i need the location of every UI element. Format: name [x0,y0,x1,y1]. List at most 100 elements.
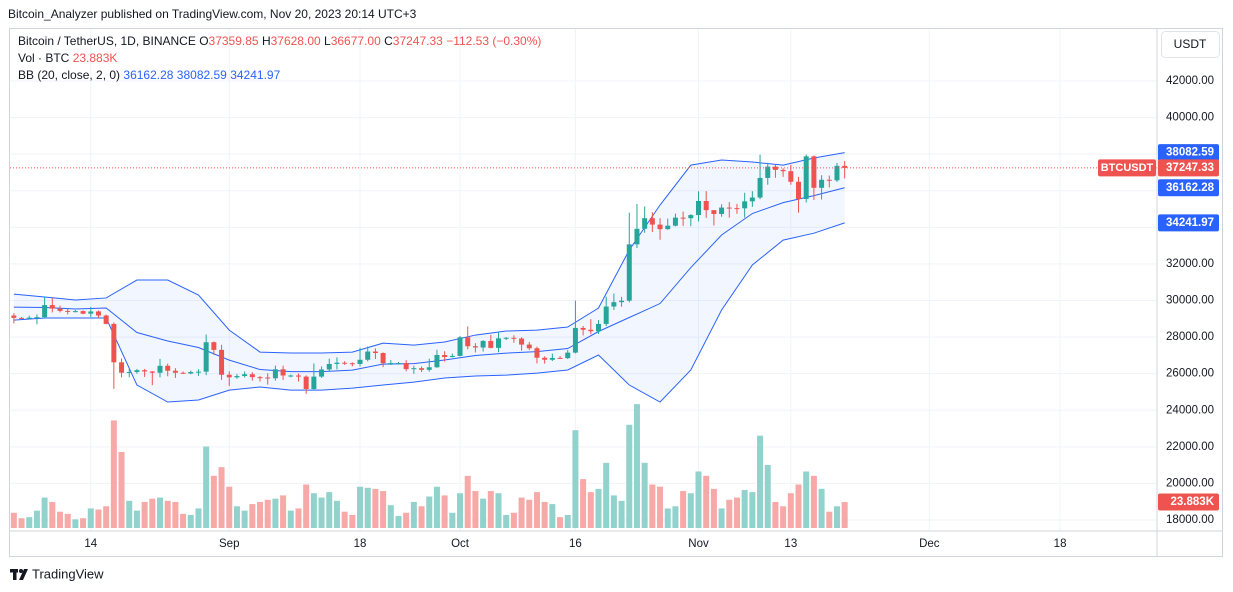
volume-bar [726,499,733,528]
volume-bar [487,491,494,528]
legend-bb-name: BB (20, close, 2, 0) [18,68,120,82]
candle-body [526,344,532,349]
legend-bb-basis: 36162.28 [123,68,173,82]
candle-body [434,355,440,368]
y-tick-label: 32000.00 [1166,258,1214,270]
candle-body [780,169,786,172]
candle-body [226,374,232,378]
y-tick-label: 26000.00 [1166,368,1214,380]
legend-line: BB (20, close, 2, 0) 36162.28 38082.59 3… [18,68,281,82]
y-tick-label: 30000.00 [1166,295,1214,307]
candle-body [26,317,32,319]
candle-body [511,337,517,339]
candle-body [365,351,371,360]
volume-bar [449,512,456,528]
volume-bar [110,420,117,528]
legend-line: Vol · BTC 23.883K [18,51,117,65]
volume-bar [33,510,40,528]
volume-bar [695,471,702,528]
candle-body [372,351,378,353]
y-tick-label: 22000.00 [1166,441,1214,453]
candle-body [534,348,540,358]
volume-bar [510,512,517,528]
y-tick-label: 24000.00 [1166,404,1214,416]
candle-body [42,305,48,318]
volume-bar [172,501,179,528]
volume-bar [133,510,140,528]
candle-body [565,352,571,359]
volume-bar [95,509,102,528]
candle-body [265,377,271,379]
candle-body [580,327,586,330]
candle-body [211,342,217,350]
lower-tag: 34241.97 [1166,217,1214,229]
volume-bar [333,500,340,528]
candle-body [203,342,209,372]
volume-bar [403,512,410,528]
candle-body [426,367,432,370]
volume-bar [433,486,440,528]
volume-bar [710,488,717,528]
candle-body [826,179,832,181]
candle-body [80,311,86,314]
candle-body [319,369,325,377]
y-tick-label: 18000.00 [1166,514,1214,526]
volume-bar [141,501,148,528]
legend-value: 37359.85 [209,34,259,48]
candle-body [165,365,171,371]
volume-bar [649,484,656,528]
volume-bar [295,508,302,528]
volume-bar [541,501,548,528]
volume-bar [287,510,294,528]
volume-bar [703,475,710,528]
candle-body [34,317,40,319]
volume-bar [526,499,533,528]
candle-body [349,363,355,365]
candle-body [765,166,771,178]
volume-bar [380,491,387,528]
volume-bar [49,501,56,528]
volume-bar [533,492,540,528]
volume-bar [657,486,664,528]
candle-body [672,217,678,226]
candle-body [742,201,748,209]
x-tick-label: 14 [84,538,97,550]
candle-body [634,228,640,245]
volume-bar [503,514,510,528]
candle-body [119,362,125,373]
volume-bar [764,464,771,528]
candle-body [395,363,401,365]
volume-bar [272,498,279,528]
y-tick-label: 42000.00 [1166,75,1214,87]
basis-tag-bg [1158,179,1219,197]
legend-symbol: Bitcoin / TetherUS, 1D, BINANCE [18,34,196,48]
volume-bar [818,488,825,528]
currency-button[interactable] [1161,31,1220,58]
volume-bar [595,488,602,528]
volume-bar [218,467,225,528]
volume-bar [680,491,687,528]
volume-bar [587,492,594,528]
x-tick-label: 18 [354,538,367,550]
volume-bar [264,499,271,528]
volume-bar [518,497,525,528]
volume-bar [195,508,202,528]
volume-bar [733,497,740,528]
candle-body [749,197,755,202]
volume-bar [210,475,217,528]
band-fill [13,152,845,403]
candle-body [603,306,609,324]
volume-bar [64,513,71,528]
candle-body [172,370,178,373]
volume-bar [187,514,194,528]
candle-body [734,208,740,210]
candle-body [72,311,78,313]
volume-bar [226,486,233,528]
volume-bar [26,517,33,528]
candle-body [465,337,471,347]
candle-body [488,340,494,348]
candle-body [342,362,348,364]
x-tick-label: 16 [569,538,582,550]
candle-body [411,368,417,370]
volume-tag: 23.883K [1171,496,1215,508]
